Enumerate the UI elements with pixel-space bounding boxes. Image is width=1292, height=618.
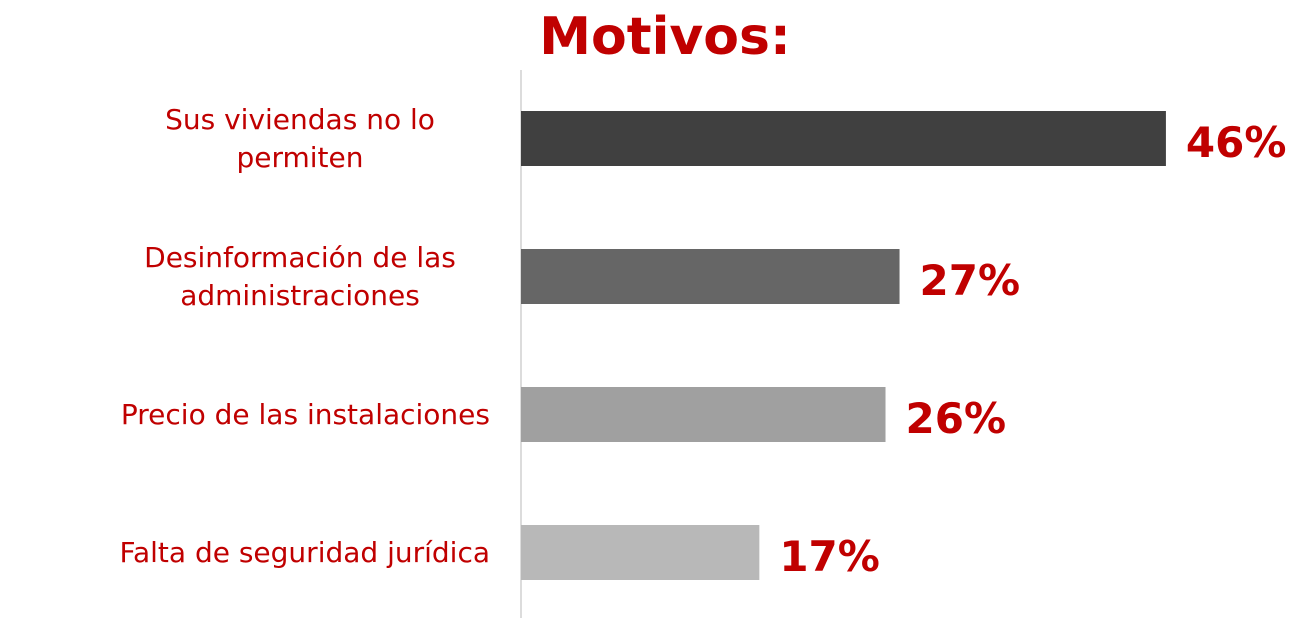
category-label: Desinformación de las administraciones xyxy=(144,240,456,312)
value-label: 46% xyxy=(1185,117,1287,167)
category-label: Sus viviendas no lo permiten xyxy=(165,102,435,174)
value-label: 17% xyxy=(779,531,880,581)
chart-title: Motivos: xyxy=(539,7,791,67)
value-label: 26% xyxy=(905,393,1007,443)
bar xyxy=(521,111,1166,166)
value-label: 27% xyxy=(919,255,1021,305)
bar xyxy=(521,249,900,304)
category-label: Precio de las instalaciones xyxy=(120,397,490,431)
bar xyxy=(521,387,886,442)
category-label: Falta de seguridad jurídica xyxy=(119,535,490,569)
bar xyxy=(521,525,760,580)
